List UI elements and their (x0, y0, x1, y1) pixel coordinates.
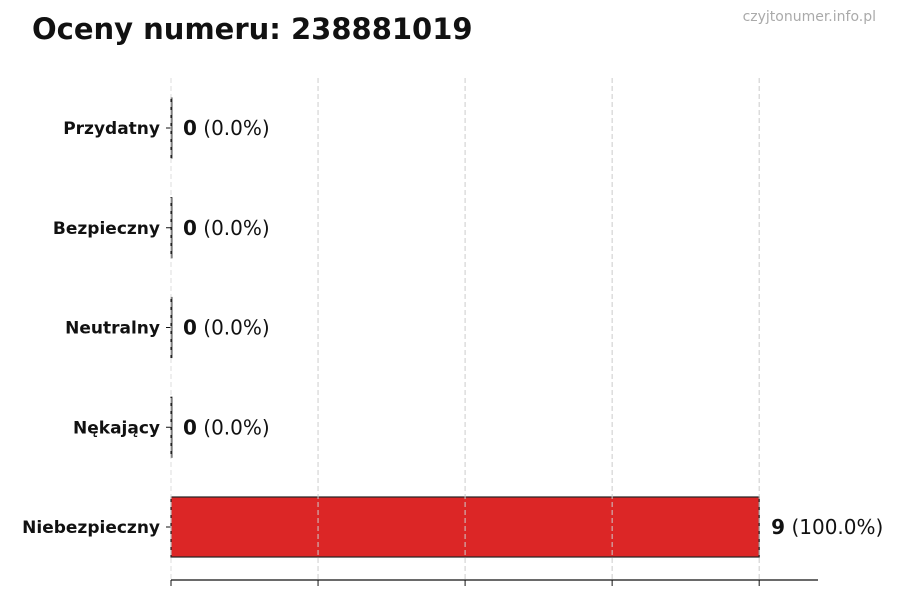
data-label: 0 (0.0%) (183, 116, 270, 140)
watermark: czyjtonumer.info.pl (742, 9, 876, 25)
data-label: 0 (0.0%) (183, 216, 270, 240)
chart-title: Oceny numeru: 238881019 (32, 12, 473, 46)
category-label: Niebezpieczny (22, 518, 160, 538)
category-label: Bezpieczny (53, 219, 160, 239)
category-label: Nękający (73, 418, 160, 438)
category-label: Przydatny (63, 119, 160, 139)
category-label: Neutralny (65, 319, 160, 339)
data-label: 0 (0.0%) (183, 316, 270, 340)
data-label: 0 (0.0%) (183, 415, 270, 439)
data-label: 9 (100.0%) (771, 515, 883, 539)
